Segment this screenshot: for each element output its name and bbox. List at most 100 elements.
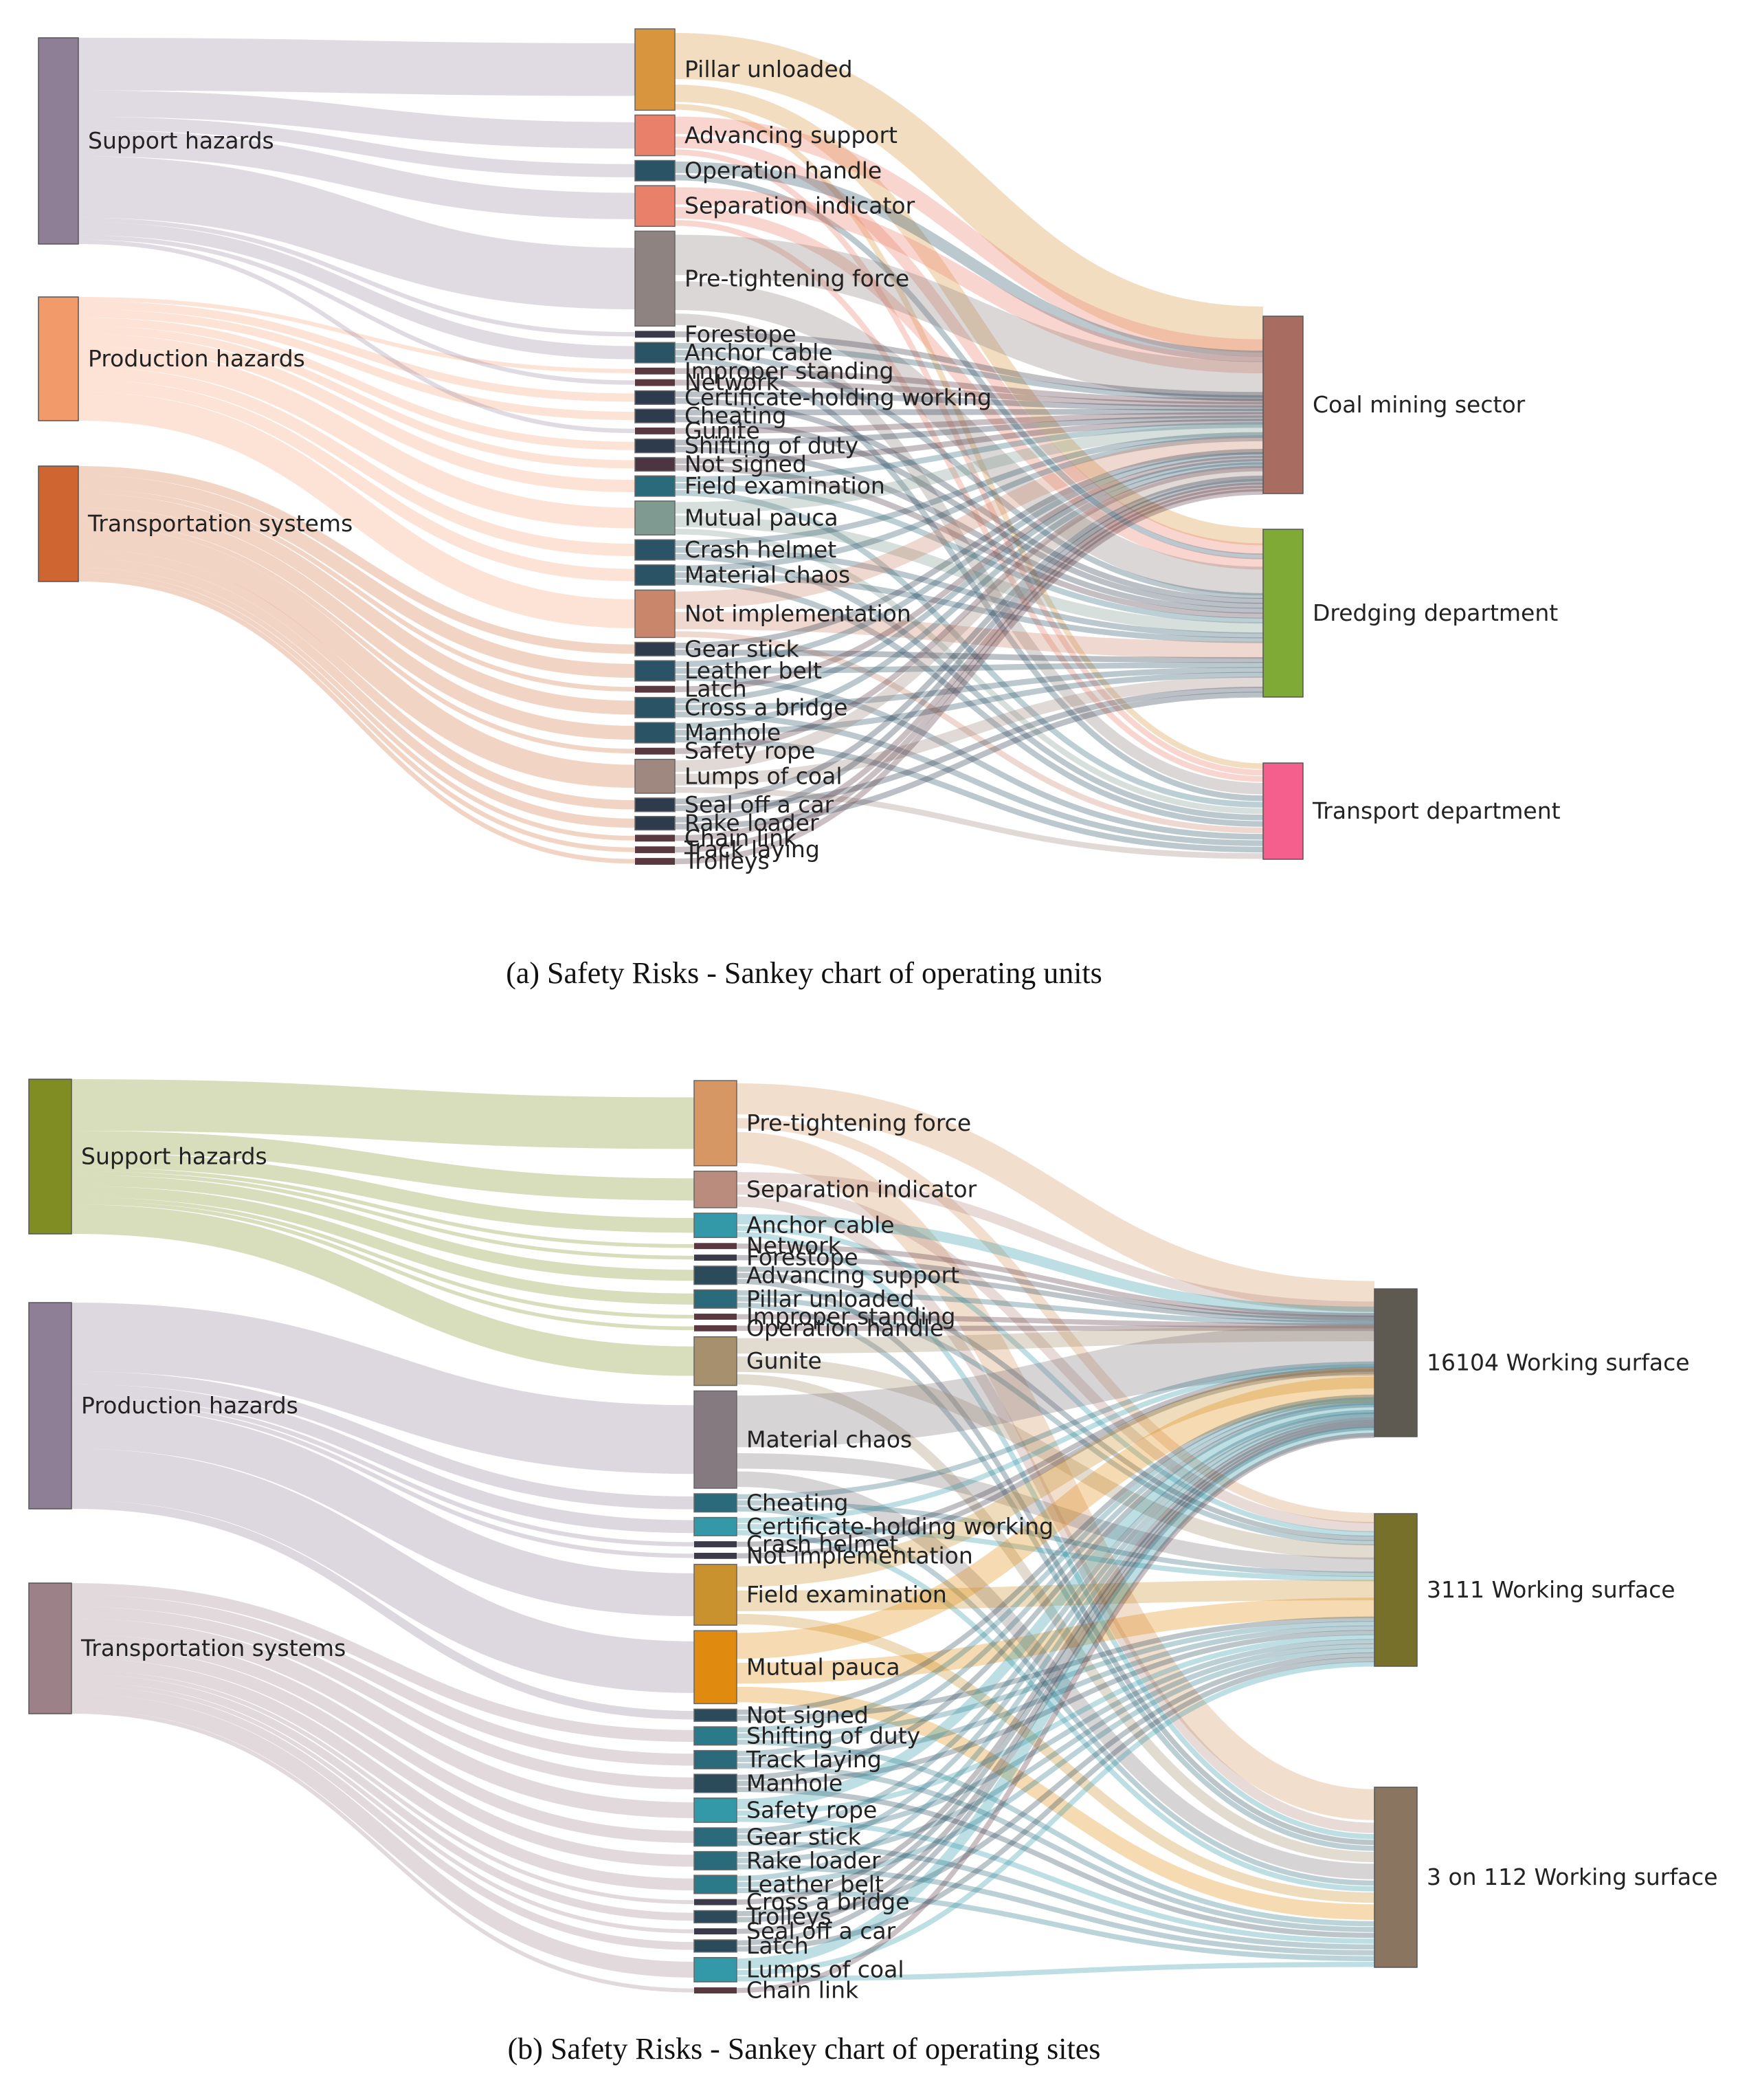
middle-node-crash-helmet [694,1541,737,1547]
link-support-hazards-to-advancing-support [78,90,636,149]
middle-label-gear-stick: Gear stick [684,635,800,662]
middle-label-trolleys: Trolleys [684,848,770,874]
link-shifting-of-duty-to-16104-working-surface [736,1397,1375,1733]
link-support-hazards-to-gunite [78,239,636,434]
link-transportation-systems-to-trolleys [78,577,636,864]
middle-label-gunite: Gunite [684,417,760,444]
link-field-examination-to-3-on-112-working-surface [736,1613,1375,1903]
source-node-production-hazards [28,1302,72,1510]
middle-node-gear-stick [693,1827,737,1847]
middle-node-not-implementation [634,589,676,639]
link-not-signed-to-dredging-department [674,465,1264,619]
link-advancing-support-to-3111-working-surface [736,1272,1375,1541]
link-network-to-coal-mining-sector [674,379,1264,408]
link-rake-loader-to-3111-working-surface [736,1643,1375,1864]
link-network-to-16104-working-surface [736,1243,1375,1318]
middle-label-leather-belt: Leather belt [684,657,822,684]
middle-node-trolleys [693,1910,737,1923]
middle-label-not-implementation: Not implementation [684,600,911,627]
middle-node-forestope [635,331,675,338]
link-manhole-to-3-on-112-working-surface [736,1787,1375,1938]
middle-label-gear-stick: Gear stick [746,1823,862,1850]
link-anchor-cable-to-3-on-112-working-surface [736,1232,1375,1839]
link-manhole-to-3111-working-surface [736,1630,1375,1787]
source-node-production-hazards [38,296,79,421]
middle-label-field-examination: Field examination [746,1581,947,1608]
link-production-hazards-to-cheating [71,1371,695,1510]
sankey-links [78,32,1264,865]
middle-node-manhole [634,722,676,744]
middle-label-latch: Latch [746,1932,809,1959]
link-certificate-holding-working-to-16104-working-surface [736,1364,1375,1523]
middle-label-forestope: Forestope [746,1244,858,1271]
link-cheating-to-3111-working-surface [736,1500,1375,1577]
middle-label-anchor-cable: Anchor cable [746,1212,895,1239]
sankey-chart-operating-units: Support hazards Production hazards Transpo… [38,28,1561,874]
link-certificate-holding-working-to-3-on-112-working-surface [736,1529,1375,1892]
middle-label-crash-helmet: Crash helmet [684,536,836,563]
link-crash-helmet-to-coal-mining-sector [674,432,1264,546]
middle-label-forestope: Forestope [684,320,796,347]
middle-label-cheating: Cheating [684,402,786,429]
link-pillar-unloaded-to-transport-department [674,104,1264,769]
middle-label-certificate-holding-working: Certificate-holding working [746,1513,1054,1540]
link-support-hazards-to-pre-tightening-force [78,156,636,310]
link-gear-stick-to-3-on-112-working-surface [736,1840,1375,1950]
middle-label-latch: Latch [684,676,747,703]
link-support-hazards-to-anchor-cable [71,1153,695,1233]
middle-node-cross-a-bridge [634,696,676,718]
middle-label-pre-tightening-force: Pre-tightening force [746,1109,971,1136]
source-label-production-hazards: Production hazards [88,345,305,372]
link-chain-link-to-16104-working-surface [736,1433,1375,1993]
source-label-transportation-systems: Transportation systems [87,510,353,537]
link-shifting-of-duty-to-3111-working-surface [736,1621,1375,1739]
middle-node-shifting-of-duty [634,439,676,454]
middle-label-lumps-of-coal: Lumps of coal [684,762,843,789]
middle-node-safety-rope [693,1797,737,1823]
middle-label-shifting-of-duty: Shifting of duty [684,432,858,459]
link-cheating-to-16104-working-surface [736,1361,1375,1500]
middle-label-rake-loader: Rake loader [684,810,819,837]
link-support-hazards-to-separation-indicator [78,130,636,219]
middle-label-safety-rope: Safety rope [746,1796,877,1823]
link-leather-belt-to-3-on-112-working-surface [736,1888,1375,1962]
link-manhole-to-coal-mining-sector [674,462,1264,729]
link-transportation-systems-to-seal-off-a-car [78,549,636,810]
link-transportation-systems-to-seal-off-a-car [71,1681,695,1934]
caption-operating-sites: (b) Safety Risks - Sankey chart of opera… [507,2032,1101,2066]
sankey-links [71,1079,1375,1993]
link-separation-indicator-to-3-on-112-working-surface [736,1196,1375,1833]
link-not-implementation-to-dredging-department [674,612,1264,659]
middle-label-lumps-of-coal: Lumps of coal [746,1956,904,1982]
link-support-hazards-to-improper-standing [71,1197,695,1319]
link-leather-belt-to-3111-working-surface [736,1648,1375,1888]
middle-label-leather-belt: Leather belt [746,1870,884,1897]
middle-node-advancing-support [693,1265,737,1285]
middle-label-network: Network [746,1233,842,1259]
source-node-transportation-systems [38,465,79,582]
middle-label-crash-helmet: Crash helmet [746,1531,898,1558]
link-material-chaos-to-3-on-112-working-surface [736,1471,1375,1879]
middle-label-chain-link: Chain link [684,824,797,851]
source-node-transportation-systems [28,1582,72,1714]
source-node-support-hazards [38,37,79,245]
link-lumps-of-coal-to-3111-working-surface [736,1661,1375,1976]
middle-node-trolleys [635,858,675,865]
middle-label-shifting-of-duty: Shifting of duty [746,1722,920,1749]
middle-node-operation-handle [694,1325,737,1331]
middle-node-forestope [694,1255,737,1261]
middle-label-improper-standing: Improper standing [684,357,893,384]
middle-node-pre-tightening-force [693,1080,737,1167]
link-material-chaos-to-coal-mining-sector [674,435,1264,571]
link-support-hazards-to-gunite [71,1204,695,1376]
middle-label-rake-loader: Rake loader [746,1847,881,1874]
link-safety-rope-to-3111-working-surface [736,1634,1375,1816]
link-track-laying-to-16104-working-surface [736,1400,1375,1756]
link-field-examination-to-3111-working-surface [736,1579,1375,1611]
link-gear-stick-to-dredging-department [674,650,1264,663]
link-not-signed-to-coal-mining-sector [674,419,1264,464]
target-node-transport-department [1262,762,1304,860]
middle-node-mutual-pauca [693,1630,737,1705]
link-transportation-systems-to-chain-link [71,1710,695,1993]
link-production-hazards-to-field-examination [78,334,636,493]
